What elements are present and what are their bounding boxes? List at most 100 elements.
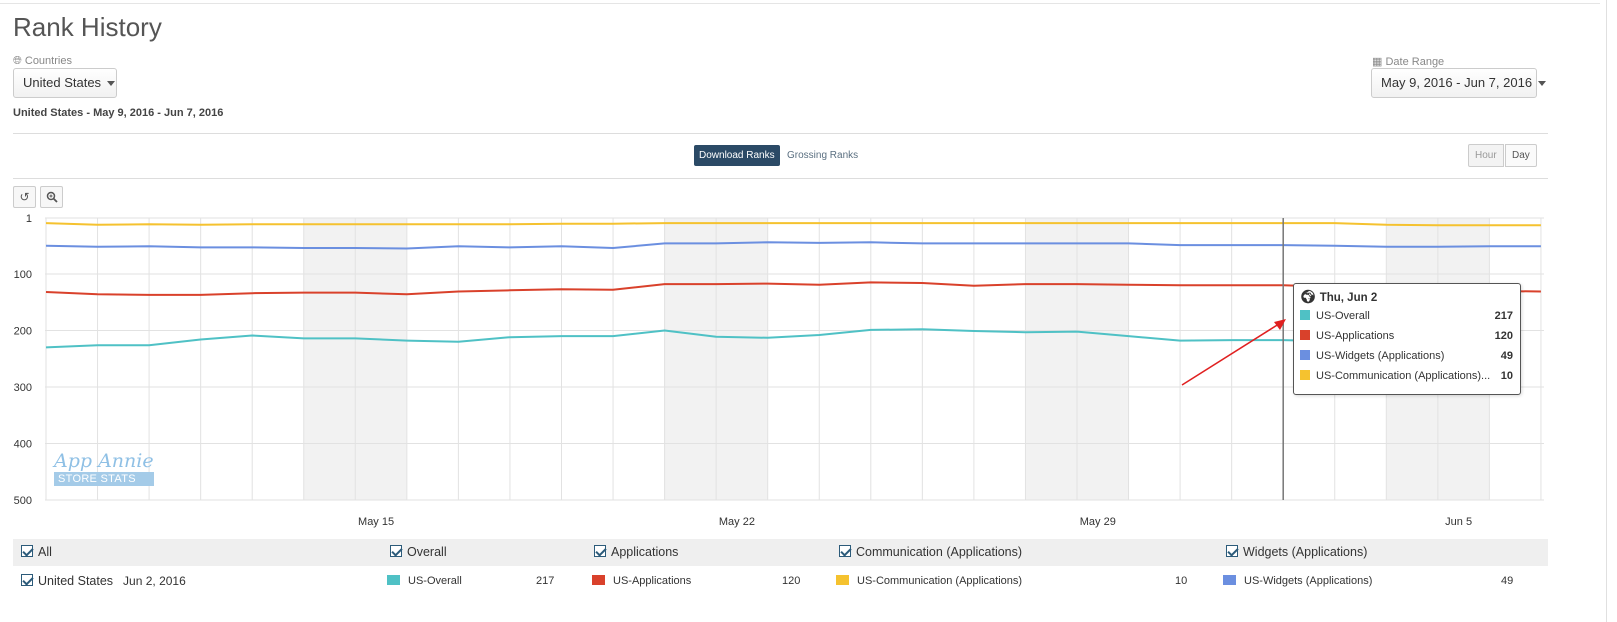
- globe-icon: 🌐︎: [13, 55, 22, 67]
- checkbox-icon[interactable]: [594, 545, 606, 557]
- divider: [13, 178, 1548, 179]
- row-item-label: US-Applications: [613, 575, 692, 587]
- calendar-icon: ▦: [1372, 56, 1383, 68]
- legend-communication-label: Communication (Applications): [856, 545, 1023, 559]
- legend-applications-label: Applications: [611, 545, 679, 559]
- row-item-applications: US-Applications: [592, 575, 691, 587]
- watermark-tag: STORE STATS: [54, 472, 154, 486]
- date-range-label: Date Range: [1385, 56, 1445, 68]
- row-item-value: 120: [782, 575, 801, 587]
- tooltip-value: 10: [1500, 370, 1513, 382]
- tooltip-row: US-Applications 120: [1300, 330, 1513, 346]
- filter-summary: United States - May 9, 2016 - Jun 7, 201…: [13, 107, 224, 119]
- tooltip-row: US-Overall 217: [1300, 310, 1513, 326]
- chevron-down-icon: [107, 81, 116, 87]
- series-line-us-communication-applications: [45, 222, 1541, 227]
- zoom-icon[interactable]: [40, 186, 63, 208]
- legend-widgets[interactable]: Widgets (Applications): [1226, 545, 1367, 559]
- checkbox-icon[interactable]: [839, 545, 851, 557]
- row-item-label: US-Widgets (Applications): [1244, 575, 1373, 587]
- series-lines: [45, 222, 1541, 349]
- tooltip-value: 49: [1500, 350, 1513, 362]
- row-item-label: US-Communication (Applications): [857, 575, 1023, 587]
- y-tick-label: 100: [14, 269, 32, 281]
- series-swatch: [1300, 350, 1310, 360]
- x-tick-label: May 15: [358, 516, 394, 528]
- page-title: Rank History: [13, 12, 162, 42]
- y-tick-label: 200: [14, 325, 32, 337]
- y-tick-label: 400: [14, 438, 32, 450]
- hour-toggle[interactable]: Hour: [1468, 144, 1504, 167]
- date-range-dropdown[interactable]: May 9, 2016 - Jun 7, 2016: [1371, 68, 1547, 98]
- top-divider: [0, 3, 1600, 4]
- legend-widgets-label: Widgets (Applications): [1243, 545, 1368, 559]
- tooltip-label: US-Overall: [1316, 310, 1370, 322]
- date-range-selected: May 9, 2016 - Jun 7, 2016: [1381, 75, 1533, 90]
- tooltip-label: US-Communication (Applications)...: [1316, 370, 1491, 382]
- y-tick-label: 500: [14, 495, 32, 507]
- chart-tooltip: 🌍︎ Thu, Jun 2 US-Overall 217 US-Applicatio…: [1293, 283, 1521, 395]
- tooltip-date: Thu, Jun 2: [1319, 292, 1378, 304]
- legend-overall-label: Overall: [407, 545, 447, 559]
- legend-communication[interactable]: Communication (Applications): [839, 545, 1022, 559]
- download-ranks-tab[interactable]: Download Ranks: [694, 145, 780, 166]
- series-swatch: [387, 575, 400, 585]
- series-swatch: [1300, 370, 1310, 380]
- country-name: United States: [38, 574, 114, 588]
- rank-chart[interactable]: 1 100 200 300 400 500 May 15 May 22 May 29 Jun 5: [0, 205, 1617, 530]
- checkbox-icon[interactable]: [1226, 545, 1238, 557]
- tooltip-value: 217: [1494, 310, 1513, 322]
- countries-label-wrap: 🌐︎ Countries: [13, 55, 72, 68]
- row-date: Jun 2, 2016: [123, 574, 186, 588]
- tooltip-label: US-Applications: [1316, 330, 1395, 342]
- country-dropdown[interactable]: United States: [13, 68, 117, 98]
- x-tick-label: Jun 5: [1445, 516, 1472, 528]
- legend-bar: [13, 539, 1548, 566]
- series-swatch: [1223, 575, 1236, 585]
- y-tick-label: 300: [14, 382, 32, 394]
- divider: [13, 133, 1548, 134]
- series-swatch: [592, 575, 605, 585]
- chevron-down-icon: [1538, 81, 1547, 87]
- series-line-us-widgets-applications: [45, 241, 1541, 250]
- checkbox-icon[interactable]: [390, 545, 402, 557]
- row-item-widgets: US-Widgets (Applications): [1223, 575, 1372, 587]
- checkbox-icon[interactable]: [21, 574, 33, 586]
- day-toggle[interactable]: Day: [1505, 144, 1537, 167]
- row-item-value: 10: [1175, 575, 1188, 587]
- legend-overall[interactable]: Overall: [390, 545, 447, 559]
- legend-all[interactable]: All: [21, 545, 52, 559]
- tooltip-header: 🌍︎ Thu, Jun 2: [1300, 289, 1377, 305]
- x-tick-label: May 29: [1080, 516, 1116, 528]
- axes: 1 100 200 300 400 500 May 15 May 22 May 29 Jun 5: [14, 213, 1472, 528]
- grossing-ranks-tab[interactable]: Grossing Ranks: [787, 150, 859, 161]
- watermark-brand: App Annie: [54, 450, 154, 472]
- row-item-overall: US-Overall: [387, 575, 462, 587]
- series-swatch: [836, 575, 849, 585]
- row-item-value: 49: [1501, 575, 1514, 587]
- tooltip-label: US-Widgets (Applications): [1316, 350, 1445, 362]
- globe-icon: 🌍︎: [1300, 289, 1317, 304]
- x-tick-label: May 22: [719, 516, 755, 528]
- row-item-communication: US-Communication (Applications): [836, 575, 1022, 587]
- annotation-arrow: [1181, 319, 1286, 386]
- tooltip-row: US-Communication (Applications)... 10: [1300, 370, 1513, 386]
- country-selected: United States: [23, 75, 102, 90]
- countries-label: Countries: [24, 55, 72, 67]
- tooltip-value: 120: [1494, 330, 1513, 342]
- date-range-label-wrap: ▦ Date Range: [1372, 55, 1444, 68]
- data-row-country[interactable]: United States Jun 2, 2016: [21, 574, 186, 588]
- right-border: [1606, 0, 1607, 622]
- legend-all-label: All: [38, 545, 52, 559]
- tooltip-row: US-Widgets (Applications) 49: [1300, 350, 1513, 366]
- y-tick-label: 1: [26, 213, 32, 225]
- series-line-us-applications: [45, 281, 1541, 296]
- row-item-value: 217: [536, 575, 555, 587]
- checkbox-icon[interactable]: [21, 545, 33, 557]
- legend-applications[interactable]: Applications: [594, 545, 678, 559]
- undo-icon[interactable]: ↺: [13, 186, 36, 208]
- row-item-label: US-Overall: [408, 575, 462, 587]
- series-swatch: [1300, 330, 1310, 340]
- series-swatch: [1300, 310, 1310, 320]
- watermark: App Annie STORE STATS: [54, 450, 154, 486]
